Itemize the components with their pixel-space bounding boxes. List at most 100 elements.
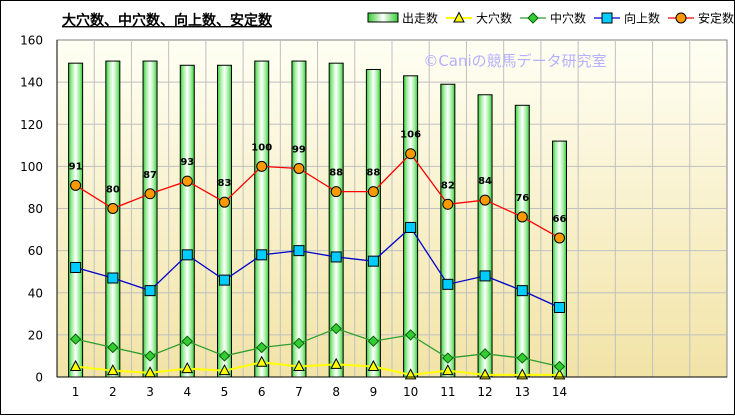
x-tick-label: 6 bbox=[258, 385, 266, 399]
x-tick-label: 8 bbox=[332, 385, 340, 399]
data-point-marker bbox=[255, 355, 268, 367]
y-tick-label: 140 bbox=[20, 76, 43, 90]
data-point-marker bbox=[144, 350, 156, 362]
data-point-marker bbox=[442, 352, 454, 364]
bar bbox=[440, 83, 456, 378]
chart-title: 大穴数、中穴数、向上数、安定数 bbox=[62, 12, 273, 29]
data-point-marker bbox=[107, 341, 119, 354]
data-point-marker bbox=[107, 364, 119, 376]
data-point-marker bbox=[442, 278, 454, 290]
x-tick-label: 1 bbox=[72, 385, 80, 399]
bar bbox=[365, 68, 381, 378]
y-tick-label: 80 bbox=[28, 202, 43, 216]
data-point-marker bbox=[330, 251, 342, 263]
data-label: 83 bbox=[218, 178, 232, 189]
y-tick-label: 100 bbox=[20, 160, 43, 174]
data-point-marker bbox=[675, 12, 687, 24]
data-point-marker bbox=[442, 364, 454, 376]
data-point-marker bbox=[69, 359, 82, 371]
data-label: 106 bbox=[400, 130, 421, 141]
data-point-marker bbox=[367, 335, 380, 347]
x-tick-label: 2 bbox=[109, 385, 117, 399]
data-point-marker bbox=[293, 337, 305, 350]
gridlines bbox=[57, 40, 727, 377]
data-label: 82 bbox=[441, 180, 455, 191]
bar bbox=[477, 94, 493, 378]
data-point-marker bbox=[554, 301, 565, 313]
data-point-marker bbox=[479, 348, 491, 360]
data-point-marker bbox=[453, 11, 465, 23]
x-tick-label: 9 bbox=[370, 385, 378, 399]
data-point-marker bbox=[256, 160, 268, 172]
x-tick-label: 12 bbox=[477, 385, 492, 399]
x-tick-label: 5 bbox=[221, 385, 229, 399]
bar bbox=[68, 62, 84, 378]
bar bbox=[291, 60, 307, 378]
data-label: 88 bbox=[366, 168, 380, 179]
data-label: 87 bbox=[143, 170, 157, 181]
bar bbox=[552, 140, 567, 378]
data-point-marker bbox=[144, 188, 156, 200]
data-point-marker bbox=[516, 352, 528, 364]
watermark-text: ©Caniの競馬データ研究室 bbox=[423, 52, 606, 70]
bar bbox=[254, 60, 270, 378]
data-point-marker bbox=[256, 249, 268, 261]
y-tick-label: 0 bbox=[35, 371, 43, 385]
y-tick-label: 60 bbox=[28, 244, 43, 258]
data-point-marker bbox=[256, 341, 268, 354]
data-point-marker bbox=[218, 350, 231, 362]
legend-label: 出走数 bbox=[402, 11, 438, 26]
legend-label: 向上数 bbox=[624, 11, 660, 26]
x-tick-label: 13 bbox=[515, 385, 530, 399]
y-tick-label: 120 bbox=[20, 118, 43, 132]
x-tick-label: 3 bbox=[146, 385, 154, 399]
data-point-marker bbox=[70, 179, 82, 191]
data-label: 88 bbox=[329, 168, 343, 179]
data-point-marker bbox=[527, 12, 539, 24]
data-point-marker bbox=[405, 221, 417, 233]
bar bbox=[217, 64, 232, 378]
x-tick-label: 11 bbox=[440, 385, 455, 399]
data-point-marker bbox=[70, 261, 82, 273]
data-point-marker bbox=[181, 362, 194, 374]
data-point-marker bbox=[69, 333, 82, 345]
data-point-marker bbox=[516, 285, 528, 297]
data-point-marker bbox=[367, 255, 379, 267]
data-point-marker bbox=[405, 148, 417, 160]
data-label: 99 bbox=[292, 144, 306, 155]
data-label: 84 bbox=[478, 176, 492, 187]
data-point-marker bbox=[293, 245, 305, 257]
data-point-marker bbox=[516, 211, 528, 223]
x-tick-label: 4 bbox=[183, 385, 191, 399]
y-tick-label: 40 bbox=[28, 286, 43, 300]
data-point-marker bbox=[218, 364, 231, 376]
bar bbox=[105, 60, 121, 378]
data-point-marker bbox=[293, 162, 305, 174]
x-tick-label: 10 bbox=[403, 385, 418, 399]
data-point-marker bbox=[181, 335, 193, 347]
series-line-向上数 bbox=[75, 226, 560, 309]
data-point-marker bbox=[181, 175, 193, 187]
y-tick-label: 20 bbox=[28, 328, 43, 342]
data-point-marker bbox=[553, 360, 566, 373]
legend-label: 安定数 bbox=[698, 11, 734, 26]
data-label: 76 bbox=[515, 193, 529, 204]
series-line-安定数 bbox=[75, 152, 560, 239]
data-point-marker bbox=[107, 203, 119, 214]
data-point-marker bbox=[107, 272, 119, 284]
data-label: 93 bbox=[180, 157, 194, 168]
legend-label: 大穴数 bbox=[476, 11, 512, 26]
data-label: 80 bbox=[106, 185, 120, 196]
data-point-marker bbox=[219, 196, 230, 208]
y-tick-label: 160 bbox=[20, 34, 43, 48]
data-point-marker bbox=[367, 186, 379, 198]
data-point-marker bbox=[367, 359, 380, 371]
data-point-marker bbox=[479, 270, 491, 282]
bar bbox=[142, 60, 158, 378]
data-point-marker bbox=[330, 186, 342, 198]
legend: 出走数 大穴数 中穴数 向上数 安定数 bbox=[367, 11, 734, 26]
legend-swatch-bar bbox=[367, 12, 399, 23]
data-label: 91 bbox=[69, 161, 83, 172]
